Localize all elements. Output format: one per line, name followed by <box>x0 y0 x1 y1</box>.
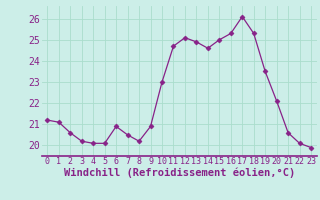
X-axis label: Windchill (Refroidissement éolien,°C): Windchill (Refroidissement éolien,°C) <box>64 168 295 178</box>
